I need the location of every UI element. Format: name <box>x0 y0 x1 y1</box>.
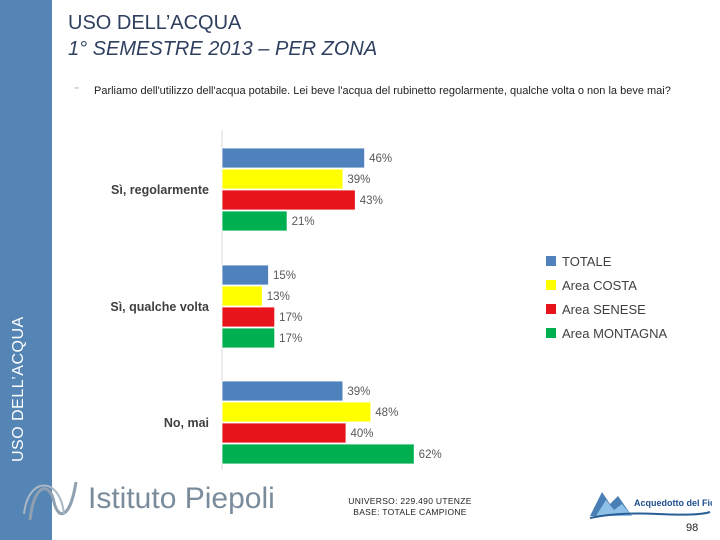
legend-swatch <box>546 304 556 314</box>
bar <box>221 264 269 286</box>
data-label: 15% <box>273 270 296 282</box>
legend-swatch <box>546 256 556 266</box>
category-label: No, mai <box>164 416 209 430</box>
bar <box>221 147 366 169</box>
base-line: BASE: TOTALE CAMPIONE <box>353 507 467 517</box>
data-label: 39% <box>347 174 370 186</box>
data-label: 48% <box>375 407 398 419</box>
partner-logo-text: Acquedotto del Fiora <box>634 498 712 508</box>
acquedotto-logo-icon: Acquedotto del Fiora <box>589 492 712 519</box>
title-line-2: 1° SEMESTRE 2013 – PER ZONA <box>68 38 378 60</box>
legend-label: TOTALE <box>562 254 612 269</box>
legend-swatch <box>546 328 556 338</box>
data-label: 46% <box>369 153 392 165</box>
bar <box>221 443 415 465</box>
bar <box>221 210 288 232</box>
data-label: 17% <box>279 333 302 345</box>
data-label: 13% <box>267 291 290 303</box>
category-label: Sì, qualche volta <box>110 300 210 314</box>
bar <box>221 327 276 349</box>
bar <box>221 168 344 190</box>
data-label: 17% <box>279 312 302 324</box>
bar <box>221 306 276 328</box>
page-title: USO DELL’ACQUA 1° SEMESTRE 2013 – PER ZO… <box>68 10 377 62</box>
question-text: Parliamo dell'utilizzo dell'acqua potabi… <box>94 85 671 97</box>
bar <box>221 189 356 211</box>
universe-note: UNIVERSO: 229.490 UTENZE BASE: TOTALE CA… <box>300 496 520 518</box>
sidebar: USO DELL’ACQUA <box>0 0 52 540</box>
universe-line: UNIVERSO: 229.490 UTENZE <box>348 496 472 506</box>
bar <box>221 380 344 402</box>
legend-label: Area COSTA <box>562 278 637 293</box>
piepoli-logo-text: Istituto Piepoli <box>88 482 275 515</box>
title-line-1: USO DELL’ACQUA <box>68 12 242 34</box>
data-label: 40% <box>350 428 373 440</box>
bullet-icon: ⁻ <box>74 85 80 96</box>
data-label: 62% <box>419 449 442 461</box>
data-label: 39% <box>347 386 370 398</box>
page-number: 98 <box>686 522 699 534</box>
bar <box>221 401 372 423</box>
data-label: 43% <box>360 195 383 207</box>
bar <box>221 285 263 307</box>
legend-swatch <box>546 280 556 290</box>
data-label: 21% <box>292 216 315 228</box>
legend-label: Area MONTAGNA <box>562 326 668 341</box>
piepoli-logo-icon <box>23 481 78 521</box>
bar <box>221 422 347 444</box>
category-label: Sì, regolarmente <box>111 183 209 197</box>
legend-label: Area SENESE <box>562 302 646 317</box>
